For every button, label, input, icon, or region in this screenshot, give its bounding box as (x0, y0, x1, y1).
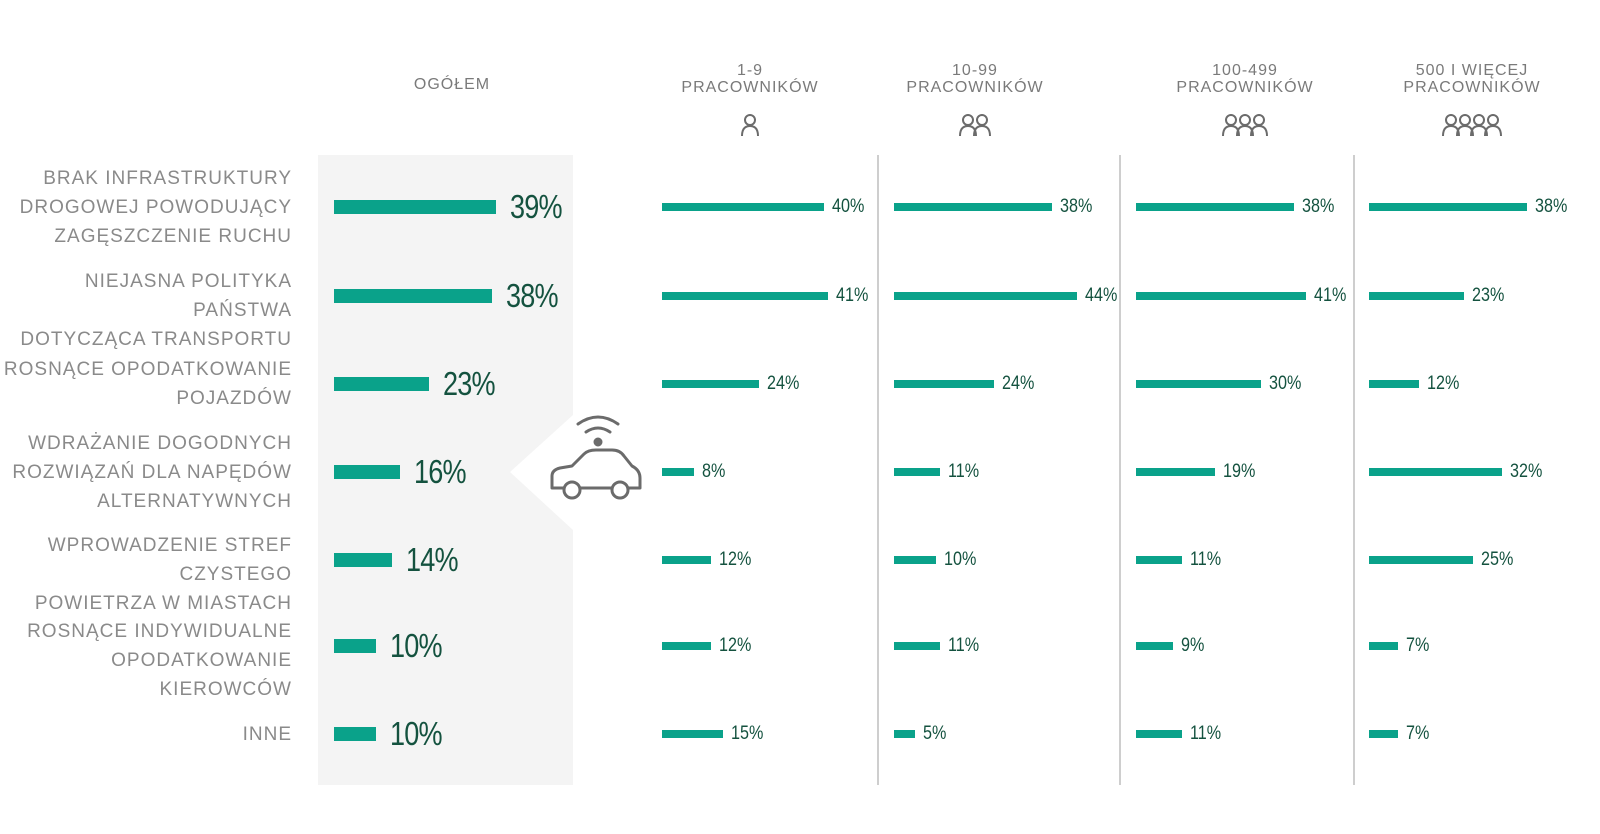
category-label: NIEJASNA POLITYKA PAŃSTWA DOTYCZĄCA TRAN… (20, 271, 292, 350)
category-label: WPROWADZENIE STREF CZYSTEGO POWIETRZA W … (34, 535, 292, 614)
data-label: 11% (1189, 723, 1221, 744)
data-label: 38% (1059, 196, 1093, 217)
data-label: 10% (389, 715, 443, 752)
bar (1369, 292, 1465, 300)
bar (662, 380, 760, 388)
data-label: 11% (947, 461, 979, 482)
bar (1136, 292, 1307, 300)
person-4-icon (1442, 114, 1502, 137)
bar (334, 465, 401, 479)
data-label: 5% (922, 723, 947, 744)
data-label: 30% (1268, 373, 1301, 394)
category-label: INNE (242, 723, 292, 745)
data-label: 32% (1509, 461, 1543, 482)
bar (894, 468, 940, 476)
column-header: OGÓŁEM (413, 76, 491, 93)
bar (894, 642, 940, 650)
column-header: 500 I WIĘCEJ PRACOWNIKÓW (1403, 62, 1541, 96)
bar (662, 468, 695, 476)
person-2-icon (959, 114, 991, 137)
bar (1369, 642, 1399, 650)
bar (894, 203, 1052, 211)
bar (1136, 556, 1182, 564)
data-label: 10% (943, 549, 976, 570)
bar (1136, 642, 1174, 650)
data-label: 8% (702, 461, 726, 482)
data-label: 24% (767, 373, 800, 394)
column-header: 1-9 PRACOWNIKÓW (681, 62, 819, 96)
person-1-icon (741, 114, 759, 137)
bar (662, 203, 824, 211)
bar (894, 556, 936, 564)
bar (334, 727, 376, 741)
bar (1369, 203, 1527, 211)
data-label: 23% (1472, 285, 1505, 306)
bar (1369, 468, 1502, 476)
category-label: BRAK INFRASTRUKTURY DROGOWEJ POWODUJĄCY … (19, 167, 292, 247)
data-label: 11% (947, 635, 979, 656)
data-label: 12% (718, 549, 751, 570)
data-label: 38% (1534, 196, 1568, 217)
data-label: 38% (1301, 196, 1335, 217)
bar (334, 639, 376, 653)
data-label: 25% (1480, 549, 1514, 570)
bar (334, 289, 492, 303)
bar (662, 642, 711, 650)
bar (1136, 468, 1215, 476)
person-3-icon (1222, 114, 1268, 137)
data-label: 40% (832, 196, 865, 217)
data-label: 19% (1222, 461, 1256, 482)
category-label: ROSNĄCE OPODATKOWANIE POJAZDÓW (3, 359, 292, 409)
data-label: 7% (1406, 723, 1430, 744)
bar (894, 730, 915, 738)
data-label: 12% (718, 635, 751, 656)
bar (662, 556, 711, 564)
bar (1136, 380, 1261, 388)
category-label: ROSNĄCE INDYWIDUALNE OPODATKOWANIE KIERO… (27, 621, 292, 700)
column-header: 100-499 PRACOWNIKÓW (1176, 62, 1314, 96)
bar (662, 292, 829, 300)
bar (1136, 203, 1294, 211)
data-label: 44% (1084, 285, 1117, 306)
data-label: 14% (406, 541, 459, 578)
data-label: 10% (389, 627, 443, 664)
bar (1369, 730, 1399, 738)
data-label: 41% (1314, 285, 1347, 306)
bar (894, 380, 994, 388)
data-label: 7% (1406, 635, 1430, 656)
data-label: 39% (509, 188, 563, 225)
connected-car-icon (550, 415, 642, 500)
bar (1136, 730, 1182, 738)
data-label: 41% (836, 285, 869, 306)
data-label: 11% (1189, 549, 1221, 570)
data-label: 16% (414, 453, 467, 490)
column-header: 10-99 PRACOWNIKÓW (906, 62, 1044, 96)
overall-panel (318, 155, 573, 785)
bar (894, 292, 1077, 300)
category-label: WDRAŻANIE DOGODNYCH ROZWIĄZAŃ DLA NAPĘDÓ… (12, 432, 292, 512)
data-label: 9% (1181, 635, 1205, 656)
data-label: 24% (1001, 373, 1034, 394)
data-label: 23% (443, 365, 496, 402)
data-label: 38% (505, 277, 559, 314)
bar (334, 377, 430, 391)
bar (1369, 380, 1419, 388)
bar (662, 730, 723, 738)
bar (334, 553, 393, 567)
data-label: 15% (730, 723, 764, 744)
bar (1369, 556, 1473, 564)
data-label: 12% (1426, 373, 1460, 394)
bar (334, 200, 496, 214)
